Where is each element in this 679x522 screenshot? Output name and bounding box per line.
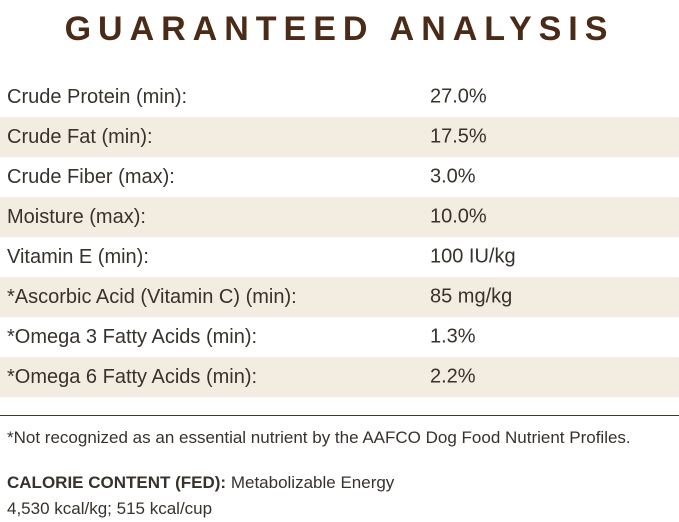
nutrient-value: 100 IU/kg — [430, 245, 516, 268]
nutrient-label: Moisture (max): — [7, 205, 146, 228]
nutrient-label: Crude Fat (min): — [7, 125, 153, 148]
nutrient-label: Crude Protein (min): — [7, 85, 188, 108]
analysis-row: Crude Fiber (max): 3.0% — [0, 157, 679, 197]
nutrient-value: 3.0% — [430, 165, 476, 188]
analysis-row: Crude Protein (min): 27.0% — [0, 77, 679, 117]
nutrient-value: 85 mg/kg — [430, 285, 513, 308]
nutrient-label: *Omega 6 Fatty Acids (min): — [7, 365, 258, 388]
footnote-text: *Not recognized as an essential nutrient… — [7, 428, 631, 447]
analysis-row: *Omega 3 Fatty Acids (min): 1.3% — [0, 317, 679, 357]
calorie-content-values: 4,530 kcal/kg; 515 kcal/cup — [7, 498, 213, 518]
nutrient-label: *Ascorbic Acid (Vitamin C) (min): — [7, 285, 297, 308]
analysis-row: Crude Fat (min): 17.5% — [0, 117, 679, 157]
calorie-content-label: CALORIE CONTENT (FED): — [7, 473, 227, 492]
page-title: GUARANTEED ANALYSIS — [64, 10, 615, 48]
calorie-content-line: CALORIE CONTENT (FED): Metabolizable Ene… — [7, 470, 672, 496]
calorie-content-section: CALORIE CONTENT (FED): Metabolizable Ene… — [0, 448, 679, 521]
analysis-row: *Omega 6 Fatty Acids (min): 2.2% — [0, 357, 679, 397]
nutrient-label: Vitamin E (min): — [7, 245, 149, 268]
nutrient-label: Crude Fiber (max): — [7, 165, 175, 188]
nutrient-value: 1.3% — [430, 325, 476, 348]
nutrient-value: 17.5% — [430, 125, 487, 148]
nutrient-value: 10.0% — [430, 205, 487, 228]
guaranteed-analysis-table: Crude Protein (min): 27.0% Crude Fat (mi… — [0, 77, 679, 397]
divider-rule — [0, 415, 679, 416]
nutrient-value: 2.2% — [430, 365, 476, 388]
calorie-content-description: Metabolizable Energy — [230, 473, 395, 492]
analysis-row: Vitamin E (min): 100 IU/kg — [0, 237, 679, 277]
analysis-row: *Ascorbic Acid (Vitamin C) (min): 85 mg/… — [0, 277, 679, 317]
nutrient-label: *Omega 3 Fatty Acids (min): — [7, 325, 258, 348]
nutrient-value: 27.0% — [430, 85, 487, 108]
analysis-row: Moisture (max): 10.0% — [0, 197, 679, 237]
